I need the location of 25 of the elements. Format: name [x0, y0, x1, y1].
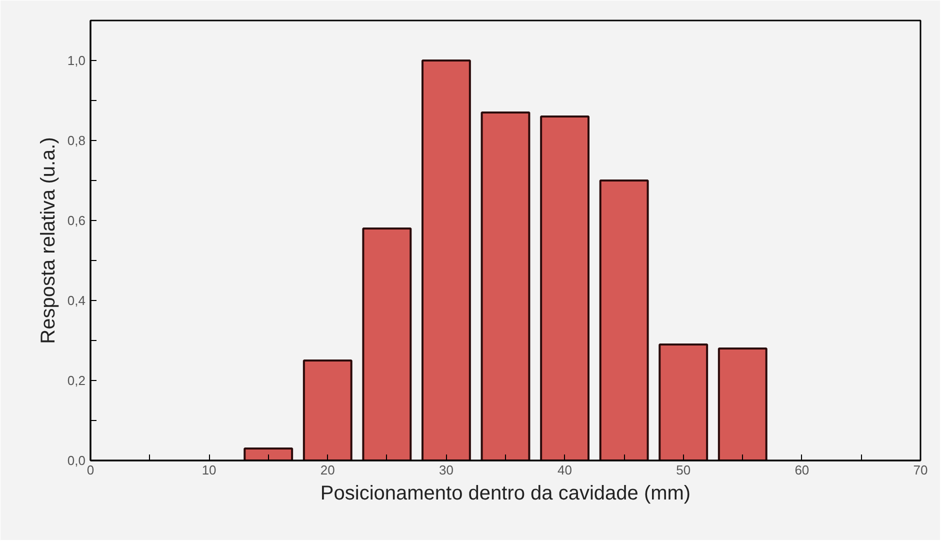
y-tick-label: 0,6 — [67, 213, 86, 228]
x-tick-label: 60 — [794, 462, 810, 478]
x-tick-label: 10 — [202, 462, 216, 478]
bar — [658, 344, 708, 460]
y-axis-title: Resposta relativa (u.a.) — [37, 137, 60, 344]
bar — [244, 448, 294, 460]
y-tick-label: 0,2 — [67, 373, 86, 388]
y-tick-label: 0,8 — [67, 133, 86, 148]
x-tick-label: 0 — [86, 462, 94, 478]
bar — [302, 360, 352, 460]
x-tick-label: 20 — [320, 462, 335, 478]
bar — [362, 228, 412, 460]
bar — [718, 348, 768, 460]
bar — [540, 116, 590, 460]
bar — [599, 180, 649, 460]
x-tick-label: 50 — [676, 462, 691, 478]
y-tick-label: 0,4 — [67, 293, 86, 308]
x-tick-label: 40 — [558, 462, 572, 478]
y-tick-label: 1,0 — [67, 53, 86, 68]
y-tick-label: 0,0 — [67, 453, 86, 468]
x-axis-title: Posicionamento dentro da cavidade (mm) — [320, 482, 691, 504]
bar — [480, 112, 530, 460]
bar — [422, 60, 471, 460]
x-tick-label: 70 — [913, 462, 928, 478]
x-tick-label: 30 — [438, 462, 454, 478]
